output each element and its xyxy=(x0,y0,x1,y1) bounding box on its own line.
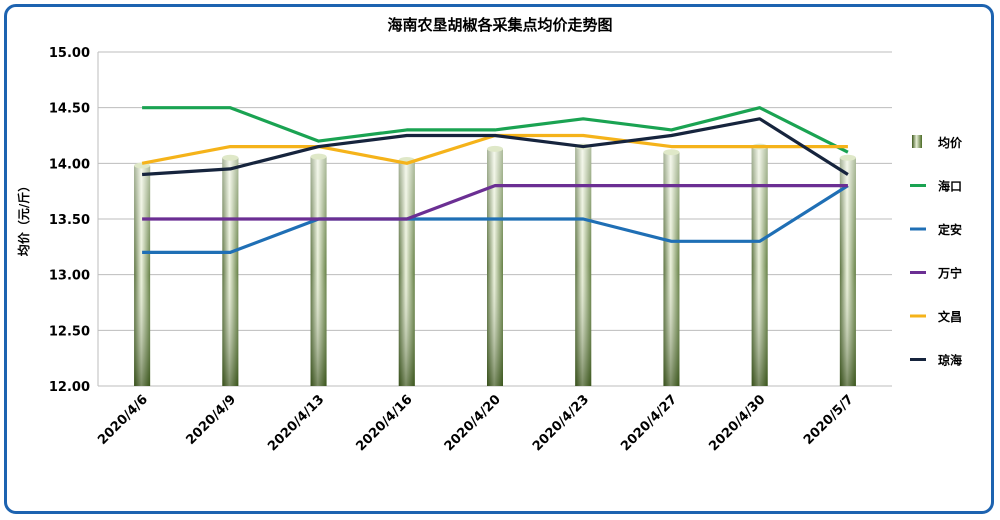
bar-shade xyxy=(487,148,503,386)
x-tick-label: 2020/5/7 xyxy=(801,392,857,448)
bar-shade xyxy=(310,156,327,386)
x-tick-label: 2020/4/13 xyxy=(265,392,327,454)
y-tick-label: 13.00 xyxy=(49,269,90,284)
y-tick-labels: 12.00 12.50 13.00 13.50 14.00 14.50 15.00 xyxy=(49,46,90,395)
bar-shade xyxy=(839,157,856,386)
legend-label: 海口 xyxy=(938,179,962,194)
bar-shade xyxy=(398,159,415,386)
x-tick-label: 2020/4/30 xyxy=(706,392,768,454)
legend-swatch xyxy=(912,135,922,148)
y-tick-label: 14.50 xyxy=(49,102,90,117)
x-tick-label: 2020/4/9 xyxy=(183,392,239,448)
y-axis-label: 均价（元/斤） xyxy=(16,180,31,256)
bar-shade xyxy=(134,165,151,386)
bar-cap xyxy=(839,154,856,161)
bar-shade xyxy=(751,146,768,386)
series-line xyxy=(142,184,848,221)
series-line xyxy=(142,106,849,154)
bar-cap xyxy=(663,149,680,156)
x-tick-label: 2020/4/23 xyxy=(530,392,592,454)
y-tick-label: 15.00 xyxy=(49,46,90,61)
bar-cap xyxy=(487,145,503,152)
bars xyxy=(134,143,856,386)
x-tick-label: 2020/4/20 xyxy=(442,392,504,454)
legend-label: 均价 xyxy=(938,135,963,150)
series-line xyxy=(141,117,849,177)
bar-shade xyxy=(575,146,592,386)
legend-label: 万宁 xyxy=(937,266,962,281)
y-tick-label: 12.50 xyxy=(49,324,90,339)
x-tick-label: 2020/4/6 xyxy=(95,392,151,448)
bar-shade xyxy=(663,152,680,386)
series-line xyxy=(142,184,849,254)
x-tick-label: 2020/4/27 xyxy=(618,392,680,454)
bar-shade xyxy=(222,157,239,386)
bar-cap xyxy=(222,154,239,161)
chart-title: 海南农垦胡椒各采集点均价走势图 xyxy=(387,16,612,34)
y-tick-label: 12.00 xyxy=(49,380,90,395)
x-tick-label: 2020/4/16 xyxy=(354,392,416,454)
y-tick-label: 13.50 xyxy=(49,213,90,228)
legend-label: 文昌 xyxy=(938,309,962,324)
x-tick-labels: 2020/4/6 2020/4/9 2020/4/13 2020/4/16 2020/4… xyxy=(95,392,856,454)
legend-label: 琼海 xyxy=(938,353,962,368)
legend-label: 定安 xyxy=(938,222,962,237)
series-lines xyxy=(141,106,849,254)
bar-cap xyxy=(310,153,327,160)
y-tick-label: 14.00 xyxy=(49,157,90,172)
